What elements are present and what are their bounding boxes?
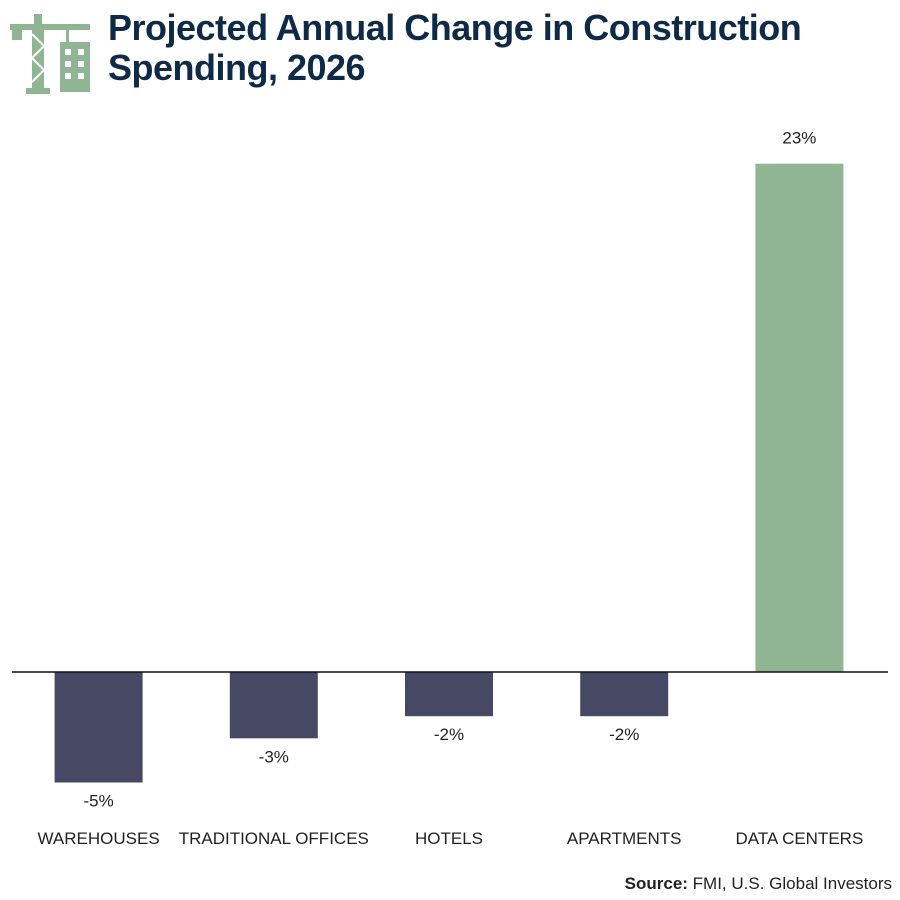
bar-warehouses — [54, 672, 143, 783]
category-label: DATA CENTERS — [735, 829, 863, 848]
bar-apartments — [580, 672, 669, 717]
data-label: -3% — [259, 747, 289, 766]
category-label: APARTMENTS — [567, 829, 682, 848]
data-label: 23% — [782, 129, 816, 148]
category-label: HOTELS — [415, 829, 483, 848]
source-text: FMI, U.S. Global Investors — [687, 874, 892, 893]
chart-title: Projected Annual Change in Construction … — [108, 7, 802, 88]
crane-building-icon — [10, 14, 90, 94]
source-note: Source: FMI, U.S. Global Investors — [625, 874, 892, 894]
bar-traditional-offices — [229, 672, 318, 739]
chart-header: Projected Annual Change in Construction … — [0, 0, 900, 100]
bar-hotels — [405, 672, 493, 717]
bar-data-centers — [755, 163, 844, 672]
source-label: Source: — [624, 874, 688, 893]
data-label: -5% — [83, 792, 113, 811]
data-label: -2% — [609, 725, 639, 744]
category-label: WAREHOUSES — [38, 829, 160, 848]
data-label: -2% — [434, 725, 464, 744]
category-label: TRADITIONAL OFFICES — [179, 829, 369, 848]
